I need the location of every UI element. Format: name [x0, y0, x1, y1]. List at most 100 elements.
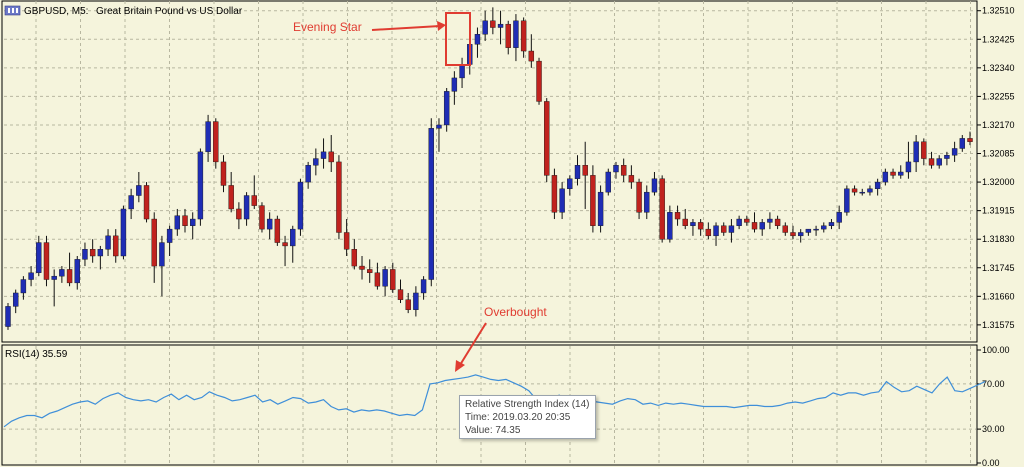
candle	[797, 229, 804, 243]
candle-body	[744, 218, 750, 223]
overbought-annotation: Overbought	[455, 305, 547, 372]
candle-body	[697, 222, 704, 230]
candle	[551, 168, 558, 220]
candle-body	[620, 165, 627, 176]
candle	[967, 131, 973, 146]
candle	[343, 219, 350, 256]
candle-body	[505, 23, 511, 48]
candle	[782, 222, 788, 236]
candle-body	[451, 77, 458, 92]
candle-body	[520, 20, 527, 52]
candle	[174, 208, 181, 236]
candle	[159, 235, 165, 297]
chart-type-icon-bar	[12, 8, 14, 13]
candle-body	[136, 185, 142, 196]
candle	[282, 235, 288, 267]
candle	[413, 286, 419, 317]
candle	[505, 20, 511, 55]
rsi-tick-label: 70.00	[982, 379, 1005, 389]
evening-star-arrow	[371, 25, 441, 31]
candle-body	[667, 212, 673, 240]
candle	[105, 229, 111, 256]
candle	[567, 175, 573, 196]
candle-body	[228, 185, 234, 210]
overbought-label: Overbought	[484, 305, 547, 319]
candle-body	[43, 242, 50, 280]
candle	[605, 168, 611, 196]
price-tick-label: 1.31575	[982, 320, 1015, 330]
price-tick-label: 1.32340	[982, 63, 1015, 73]
candle	[867, 185, 873, 196]
candle-body	[782, 225, 788, 233]
candle	[259, 202, 265, 233]
candle-body	[828, 222, 835, 226]
candle-body	[382, 269, 388, 287]
evening-star-label: Evening Star	[293, 20, 362, 34]
candle	[328, 135, 334, 172]
candle	[490, 7, 496, 35]
candle-body	[420, 279, 427, 294]
candle	[320, 138, 327, 169]
candle	[690, 219, 696, 236]
candle-body	[759, 222, 765, 230]
candle-body	[890, 171, 896, 176]
candle	[97, 245, 104, 270]
candle-body	[436, 124, 442, 129]
candle	[482, 10, 488, 41]
candle-body	[205, 121, 211, 153]
symbol-timeframe: GBPUSD, M5:	[24, 6, 88, 17]
candle	[890, 168, 896, 179]
candle	[513, 14, 519, 62]
candle-body	[705, 228, 712, 237]
rsi-tick-label: 30.00	[982, 424, 1005, 434]
candle-body	[159, 242, 165, 267]
candle	[705, 222, 712, 240]
candle	[674, 205, 681, 226]
candle-body	[197, 151, 204, 220]
candle-body	[236, 208, 242, 220]
candle-body	[143, 185, 150, 220]
rsi-tick-label: 0.00	[982, 458, 1000, 467]
candle-body	[936, 158, 942, 166]
candle-body	[74, 259, 80, 284]
candle	[736, 215, 742, 230]
candle	[613, 161, 619, 179]
candle	[443, 88, 450, 132]
candle	[790, 225, 796, 240]
price-tick-label: 1.32000	[982, 177, 1015, 187]
candle-body	[190, 218, 196, 226]
candle	[128, 188, 134, 220]
candle-body	[567, 178, 573, 190]
candle-body	[690, 222, 696, 226]
candle	[959, 135, 966, 152]
candle	[397, 279, 404, 304]
candle	[659, 175, 665, 243]
candle-body	[128, 195, 134, 210]
candle	[113, 229, 119, 263]
candle	[390, 262, 396, 293]
candle-body	[867, 188, 873, 193]
candle	[836, 205, 842, 230]
candle-body	[928, 158, 935, 166]
candle-body	[259, 205, 265, 230]
candle-body	[613, 165, 619, 173]
candle	[682, 208, 688, 230]
candle	[936, 155, 942, 169]
candle	[451, 71, 458, 105]
candle	[136, 172, 142, 203]
candle-body	[874, 181, 881, 190]
candle	[951, 141, 958, 162]
candle	[574, 155, 581, 186]
rsi-series	[3, 374, 986, 428]
candle	[197, 148, 204, 226]
candle-body	[413, 292, 419, 310]
overbought-arrowhead	[455, 360, 465, 372]
candle-body	[305, 165, 311, 183]
candle	[243, 192, 250, 226]
candle-body	[12, 292, 19, 307]
candle-body	[590, 175, 596, 226]
candle	[28, 266, 34, 287]
candle	[190, 212, 196, 240]
candle-body	[343, 232, 350, 250]
